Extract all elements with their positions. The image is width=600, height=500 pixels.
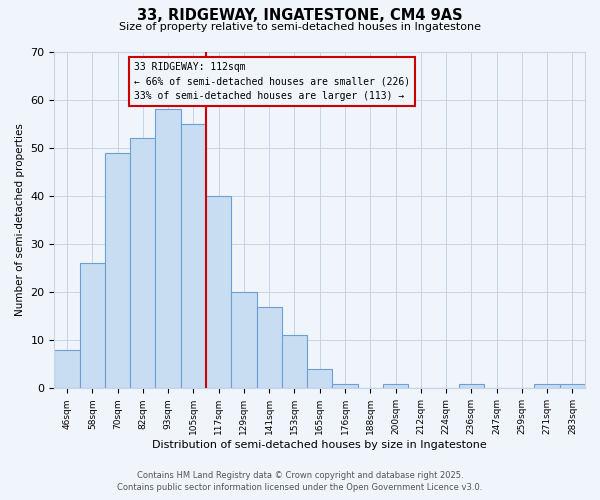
- Bar: [105, 152, 130, 388]
- Bar: [231, 292, 257, 388]
- Bar: [257, 306, 282, 388]
- Bar: [155, 109, 181, 388]
- Y-axis label: Number of semi-detached properties: Number of semi-detached properties: [15, 124, 25, 316]
- Bar: [332, 384, 358, 388]
- Text: Size of property relative to semi-detached houses in Ingatestone: Size of property relative to semi-detach…: [119, 22, 481, 32]
- Bar: [282, 336, 307, 388]
- Text: 33 RIDGEWAY: 112sqm
← 66% of semi-detached houses are smaller (226)
33% of semi-: 33 RIDGEWAY: 112sqm ← 66% of semi-detach…: [134, 62, 410, 101]
- Bar: [130, 138, 155, 388]
- Bar: [458, 384, 484, 388]
- Bar: [55, 350, 80, 389]
- Bar: [80, 263, 105, 388]
- Bar: [206, 196, 231, 388]
- Bar: [181, 124, 206, 388]
- Bar: [307, 369, 332, 388]
- Text: Contains HM Land Registry data © Crown copyright and database right 2025.
Contai: Contains HM Land Registry data © Crown c…: [118, 471, 482, 492]
- Text: 33, RIDGEWAY, INGATESTONE, CM4 9AS: 33, RIDGEWAY, INGATESTONE, CM4 9AS: [137, 8, 463, 22]
- Bar: [535, 384, 560, 388]
- X-axis label: Distribution of semi-detached houses by size in Ingatestone: Distribution of semi-detached houses by …: [152, 440, 487, 450]
- Bar: [383, 384, 408, 388]
- Bar: [560, 384, 585, 388]
